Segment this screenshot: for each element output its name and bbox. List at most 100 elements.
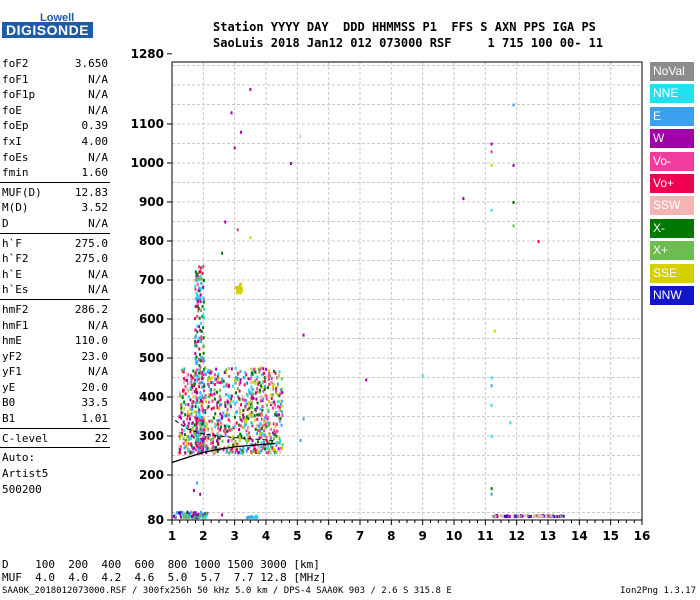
echo-mark: [194, 378, 197, 382]
echo-mark: [187, 421, 190, 425]
echo-mark: [200, 271, 203, 275]
echo-mark: [244, 405, 247, 409]
echo-mark: [275, 411, 278, 414]
echo-mark: [193, 446, 195, 450]
echo-mark: [183, 440, 186, 444]
echo-mark: [196, 293, 199, 297]
echo-mark: [277, 441, 280, 445]
echo-mark: [537, 240, 540, 243]
echo-mark: [202, 344, 205, 348]
echo-mark: [199, 408, 202, 412]
x-tick-label: 12: [508, 529, 525, 543]
echo-mark: [256, 432, 258, 436]
echo-mark: [192, 489, 195, 492]
echo-mark: [222, 411, 225, 415]
x-tick-label: 11: [477, 529, 494, 543]
echo-mark: [278, 400, 281, 404]
echo-mark: [202, 326, 205, 330]
echo-mark: [201, 359, 204, 363]
echo-mark: [254, 391, 257, 395]
echo-mark: [208, 393, 211, 397]
echo-mark: [278, 374, 281, 377]
echo-mark: [259, 413, 262, 417]
echo-mark: [216, 374, 219, 378]
param-value: N/A: [88, 216, 108, 230]
echo-mark: [273, 437, 275, 441]
echo-mark: [278, 408, 281, 412]
echo-mark: [206, 428, 209, 432]
echo-mark: [195, 379, 198, 383]
echo-mark: [202, 441, 205, 445]
y-tick-label: 1000: [131, 156, 164, 170]
echo-mark: [509, 421, 512, 425]
echo-mark: [548, 514, 551, 518]
param-row: foEp 0.39: [0, 118, 110, 134]
echo-mark: [490, 142, 493, 146]
echo-mark: [225, 414, 228, 418]
x-tick-label: 2: [199, 529, 207, 543]
echo-mark: [254, 370, 257, 374]
echo-mark: [280, 377, 283, 381]
echo-mark: [277, 382, 280, 386]
echo-mark: [221, 439, 224, 443]
echo-mark: [279, 416, 282, 420]
echo-mark: [220, 422, 223, 426]
x-tick-label: 10: [446, 529, 463, 543]
echo-mark: [265, 375, 268, 379]
echo-mark: [245, 415, 248, 419]
echo-mark: [199, 266, 202, 270]
echo-mark: [269, 436, 272, 439]
echo-mark: [245, 441, 248, 445]
echo-mark: [259, 407, 262, 411]
echo-mark: [254, 418, 257, 422]
echo-mark: [216, 419, 219, 423]
echo-mark: [194, 328, 197, 332]
echo-mark: [229, 427, 232, 430]
echo-mark: [198, 413, 201, 417]
echo-mark: [224, 371, 227, 374]
echo-mark: [199, 328, 202, 332]
echo-mark: [224, 427, 227, 430]
legend-item: Vo+: [650, 173, 694, 193]
echo-mark: [181, 396, 184, 400]
param-value: N/A: [88, 283, 108, 297]
echo-mark: [234, 439, 237, 443]
echo-mark: [199, 513, 202, 517]
y-tick-label: 800: [139, 234, 164, 248]
echo-mark: [277, 447, 280, 451]
echo-mark: [203, 359, 206, 363]
echo-mark: [199, 399, 202, 402]
echo-mark: [254, 427, 257, 431]
echo-mark: [194, 344, 197, 348]
echo-mark: [227, 393, 230, 397]
echo-mark: [232, 437, 235, 441]
echo-mark: [278, 436, 281, 440]
echo-mark: [181, 411, 184, 414]
echo-mark: [194, 369, 197, 373]
echo-mark: [202, 296, 205, 300]
echo-mark: [257, 445, 260, 449]
echo-mark: [234, 451, 237, 455]
echo-mark: [186, 378, 189, 382]
echo-mark: [245, 373, 248, 377]
echo-mark: [264, 443, 267, 447]
echo-mark: [240, 434, 243, 438]
echo-mark: [239, 381, 242, 385]
param-name: fmin: [2, 166, 29, 180]
echo-mark: [552, 514, 555, 518]
echo-mark: [235, 411, 237, 415]
echo-mark: [191, 421, 194, 425]
echo-mark: [203, 368, 205, 372]
echo-mark: [212, 441, 214, 445]
echo-mark: [248, 515, 251, 519]
param-value: 3.650: [74, 57, 108, 70]
echo-mark: [199, 300, 202, 304]
echo-mark: [263, 416, 266, 420]
param-row: fmin 1.60: [0, 165, 110, 181]
echo-mark: [243, 375, 246, 379]
echo-mark: [187, 403, 190, 407]
echo-mark: [210, 441, 213, 445]
echo-mark: [237, 451, 240, 454]
echo-mark: [201, 377, 204, 381]
echo-mark: [263, 421, 266, 425]
